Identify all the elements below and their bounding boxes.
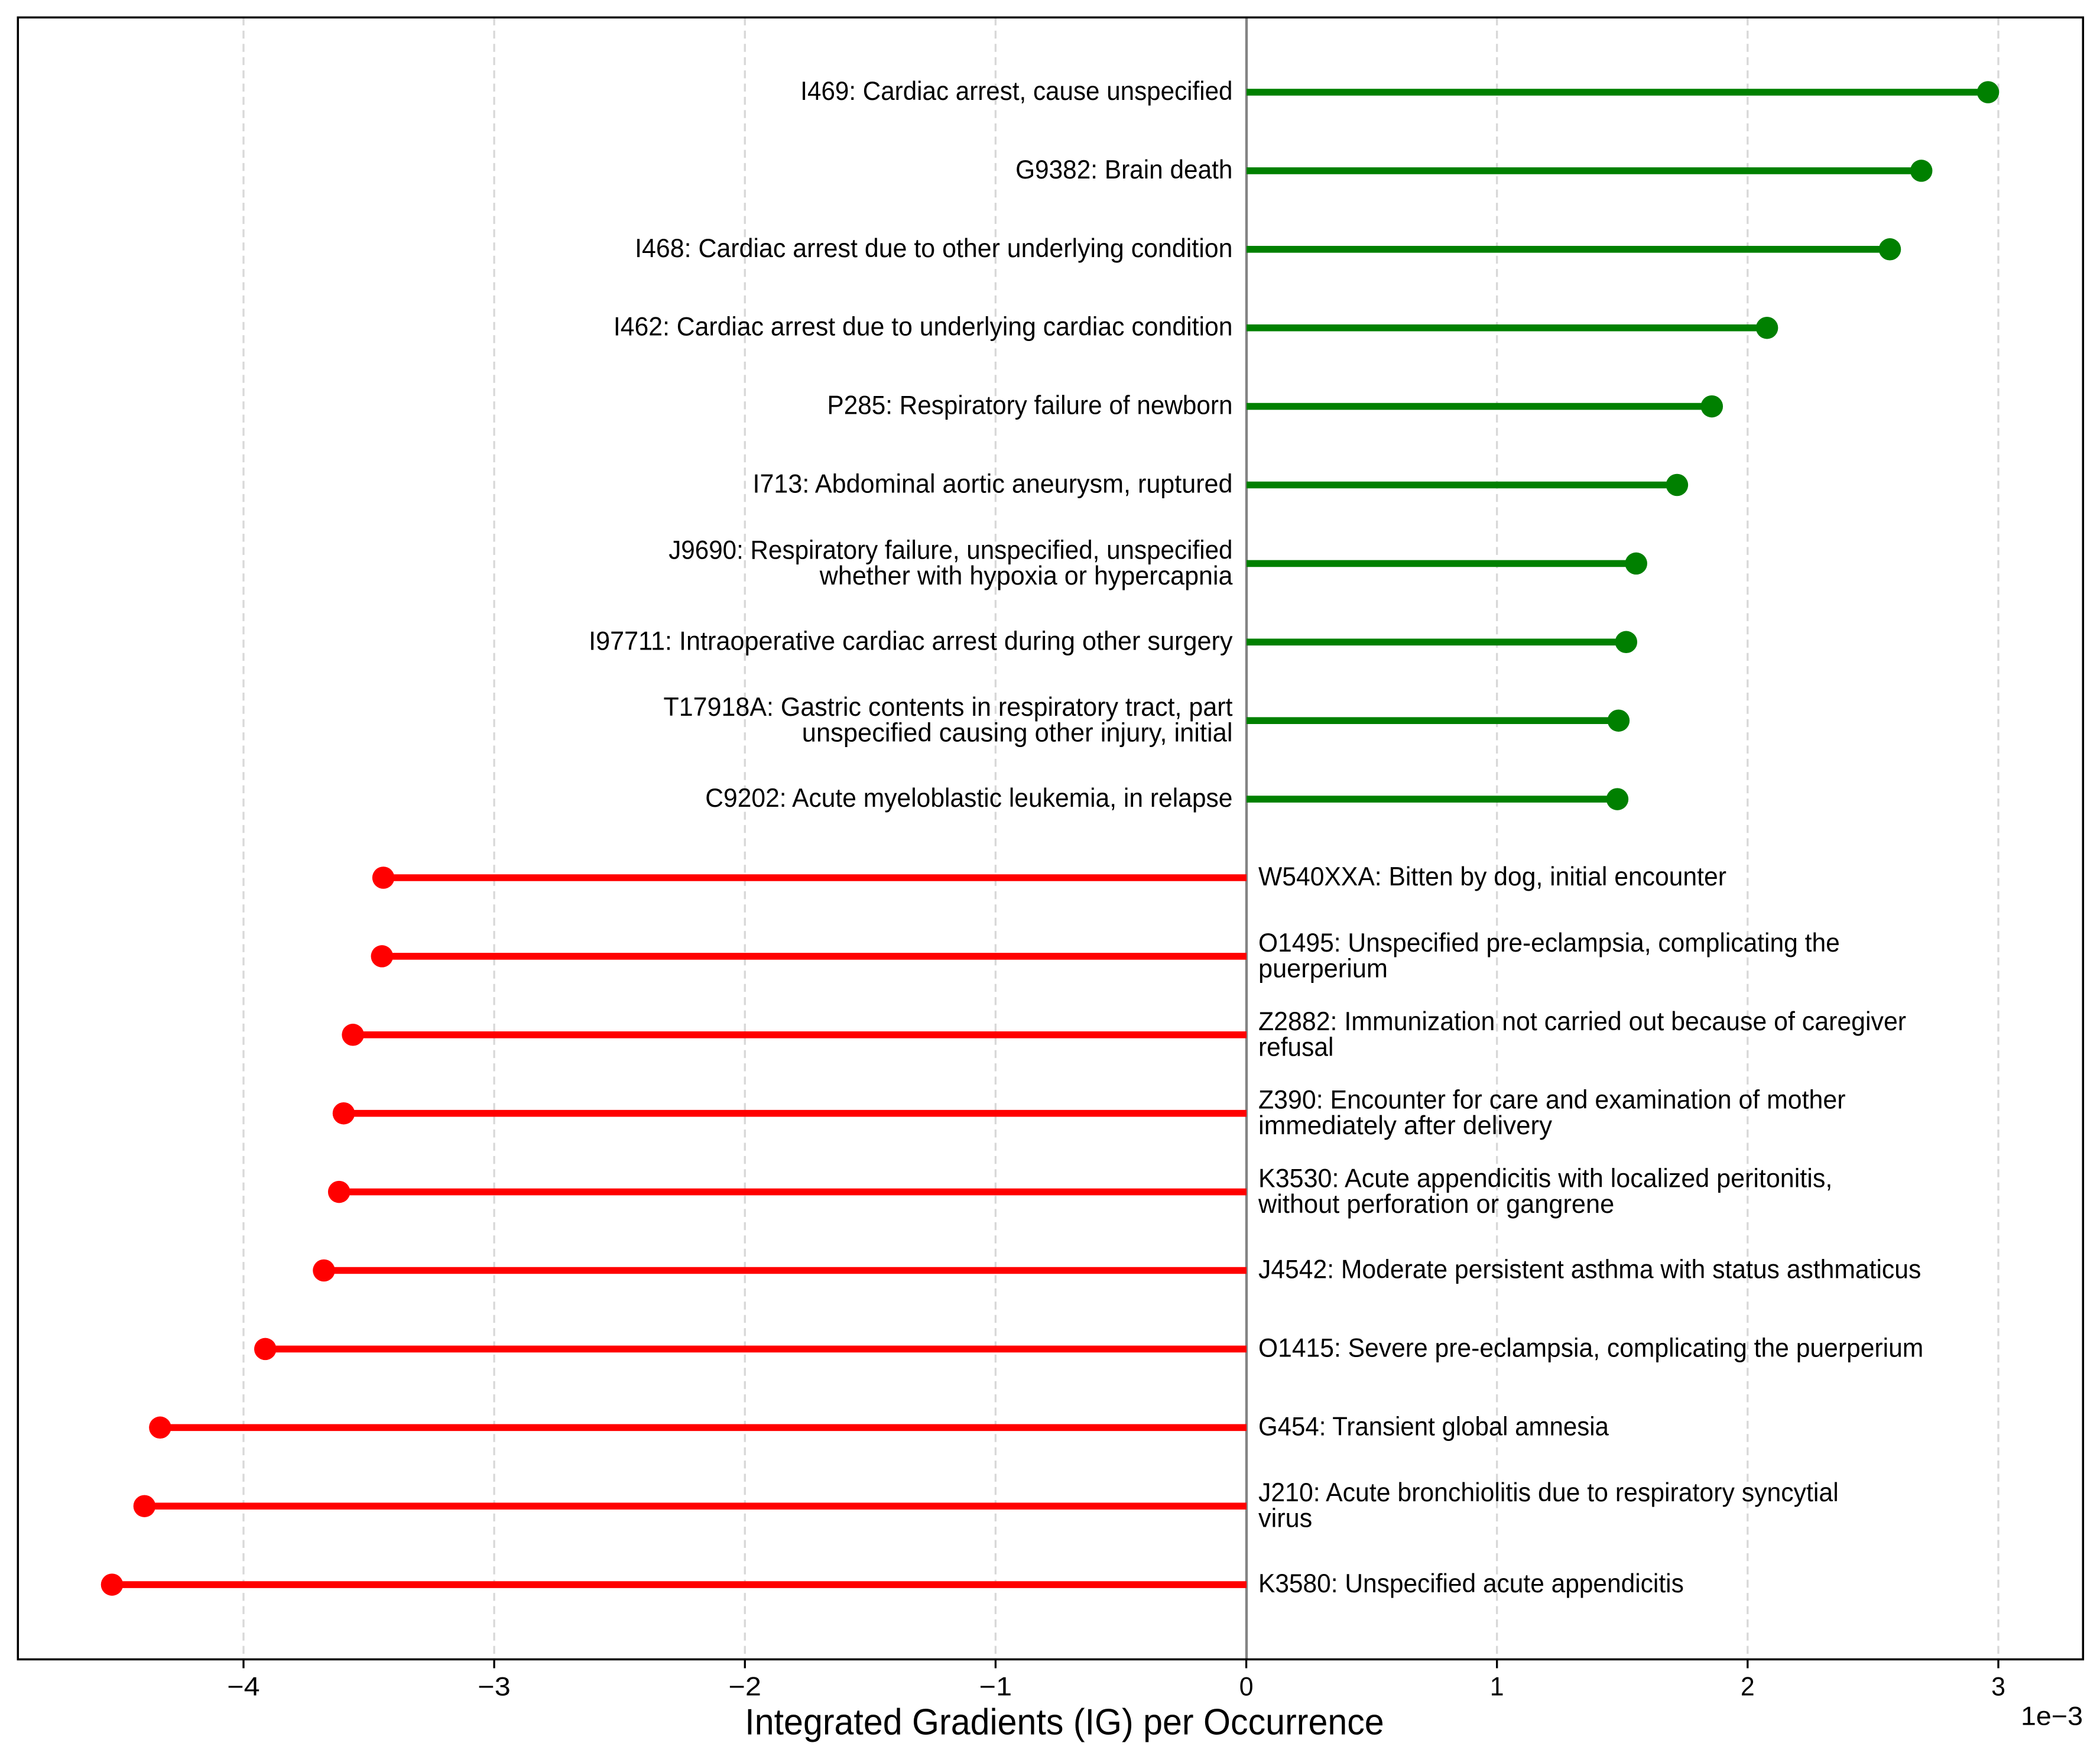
svg-text:W540XXA: Bitten by dog, initia: W540XXA: Bitten by dog, initial encounte…	[1258, 862, 1726, 891]
svg-text:K3580: Unspecified acute appen: K3580: Unspecified acute appendicitis	[1258, 1569, 1684, 1598]
svg-text:P285: Respiratory failure of n: P285: Respiratory failure of newborn	[827, 391, 1233, 420]
svg-text:I462: Cardiac arrest due to un: I462: Cardiac arrest due to underlying c…	[614, 313, 1233, 342]
svg-text:2: 2	[1741, 1672, 1755, 1701]
svg-text:Z390: Encounter for care and e: Z390: Encounter for care and examination…	[1258, 1086, 1846, 1115]
svg-text:1e−3: 1e−3	[2021, 1702, 2083, 1731]
svg-text:immediately after delivery: immediately after delivery	[1258, 1111, 1552, 1140]
svg-text:I713: Abdominal aortic aneurys: I713: Abdominal aortic aneurysm, rupture…	[753, 470, 1233, 499]
svg-text:−4: −4	[227, 1672, 259, 1701]
svg-text:puerperium: puerperium	[1258, 954, 1388, 983]
svg-text:I469: Cardiac arrest, cause un: I469: Cardiac arrest, cause unspecified	[800, 77, 1232, 106]
svg-text:G9382: Brain death: G9382: Brain death	[1015, 155, 1232, 184]
svg-text:unspecified causing other inju: unspecified causing other injury, initia…	[802, 719, 1233, 748]
svg-text:refusal: refusal	[1258, 1033, 1333, 1062]
svg-text:J4542: Moderate persistent ast: J4542: Moderate persistent asthma with s…	[1258, 1255, 1921, 1284]
svg-text:virus: virus	[1258, 1504, 1312, 1533]
svg-text:without perforation or gangren: without perforation or gangrene	[1258, 1190, 1614, 1219]
svg-text:Z2882: Immunization not carrie: Z2882: Immunization not carried out beca…	[1258, 1007, 1906, 1036]
svg-text:J9690: Respiratory failure, un: J9690: Respiratory failure, unspecified,…	[668, 535, 1232, 564]
svg-text:0: 0	[1239, 1672, 1254, 1701]
svg-text:−2: −2	[729, 1672, 761, 1701]
svg-text:T17918A: Gastric contents in r: T17918A: Gastric contents in respiratory…	[664, 693, 1233, 722]
svg-text:3: 3	[1991, 1672, 2005, 1701]
svg-text:O1415: Severe pre-eclampsia, c: O1415: Severe pre-eclampsia, complicatin…	[1258, 1333, 1923, 1362]
svg-text:Integrated Gradients (IG) per: Integrated Gradients (IG) per Occurrence	[745, 1702, 1384, 1743]
svg-text:whether with hypoxia or hyperc: whether with hypoxia or hypercapnia	[819, 561, 1233, 590]
svg-text:K3530: Acute appendicitis with: K3530: Acute appendicitis with localized…	[1258, 1164, 1832, 1193]
svg-text:I468: Cardiac arrest due to ot: I468: Cardiac arrest due to other underl…	[635, 234, 1232, 263]
svg-text:−3: −3	[478, 1672, 510, 1701]
svg-text:−1: −1	[979, 1672, 1012, 1701]
svg-text:G454: Transient global amnesia: G454: Transient global amnesia	[1258, 1412, 1609, 1441]
svg-text:J210: Acute bronchiolitis due: J210: Acute bronchiolitis due to respira…	[1258, 1478, 1839, 1507]
svg-text:1: 1	[1490, 1672, 1504, 1701]
svg-text:C9202: Acute myeloblastic leuk: C9202: Acute myeloblastic leukemia, in r…	[705, 784, 1232, 813]
svg-text:O1495: Unspecified pre-eclamps: O1495: Unspecified pre-eclampsia, compli…	[1258, 929, 1840, 957]
svg-text:I97711: Intraoperative cardiac: I97711: Intraoperative cardiac arrest du…	[589, 627, 1232, 655]
